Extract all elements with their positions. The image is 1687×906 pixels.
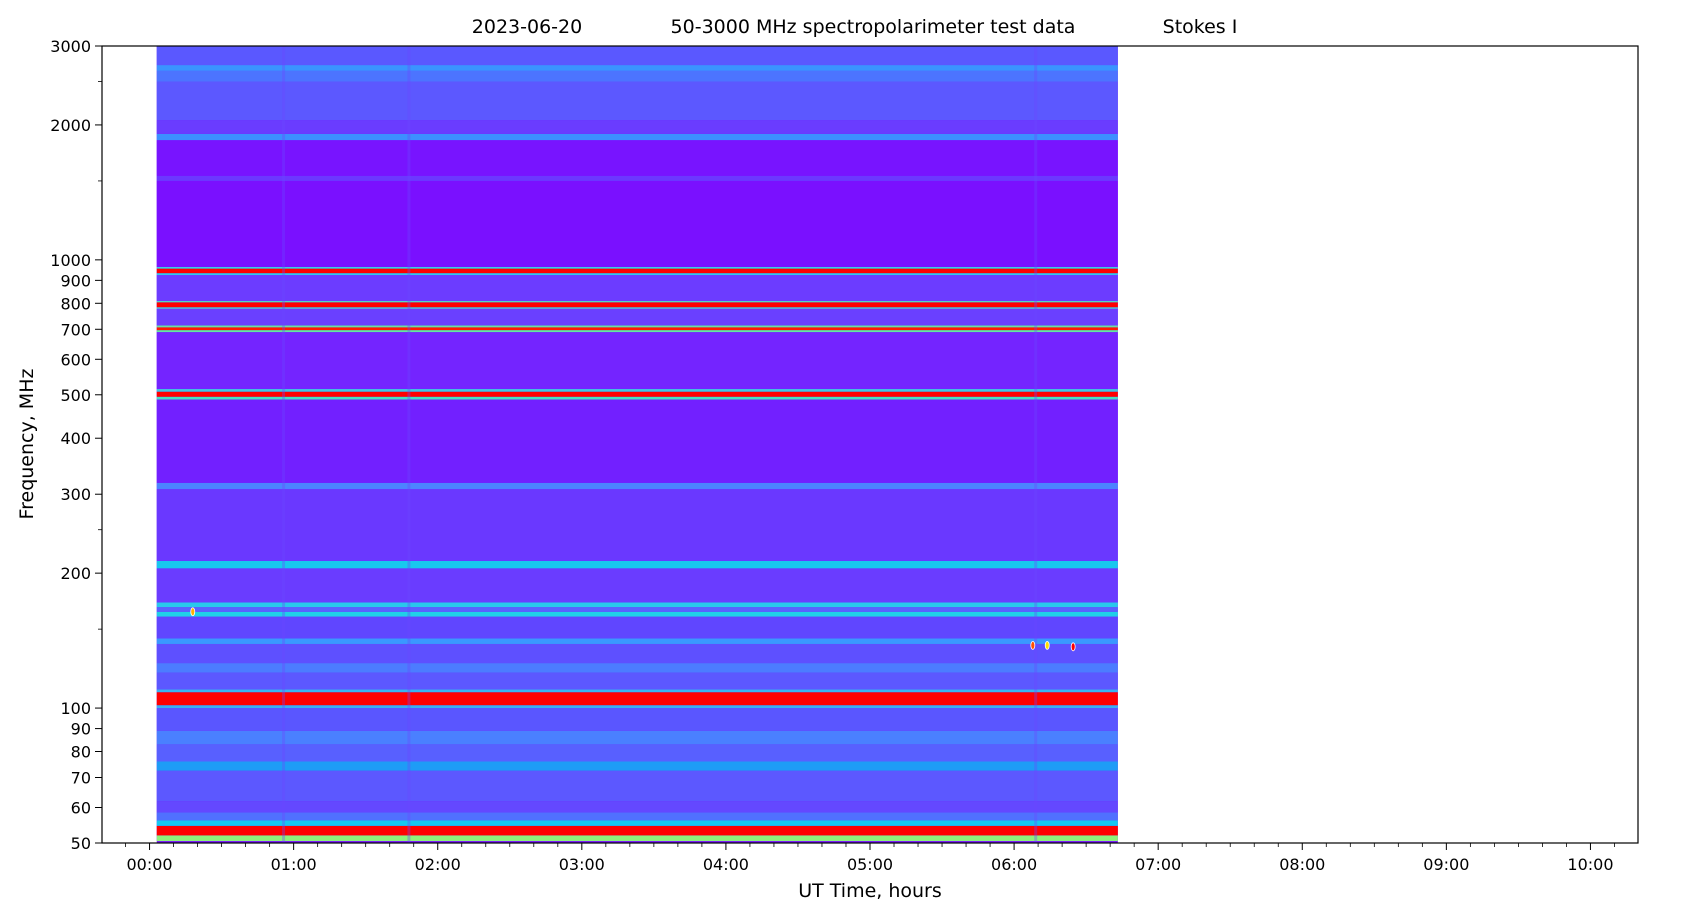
heatmap-band (156, 389, 1118, 392)
x-tick-label: 03:00 (559, 855, 605, 874)
plot-area (101, 45, 1639, 844)
x-tick-label: 02:00 (415, 855, 461, 874)
heatmap-band (156, 266, 1118, 269)
y-axis-label: Frequency, MHz (16, 369, 38, 520)
heatmap-band (156, 46, 1118, 66)
heatmap-band (156, 133, 1118, 141)
x-tick-label: 04:00 (703, 855, 749, 874)
heatmap-band (156, 180, 1118, 267)
y-tick-label: 400 (60, 429, 91, 448)
heatmap-hot-spot (1070, 642, 1076, 652)
y-tick-label: 60 (71, 799, 91, 818)
heatmap-band (156, 708, 1118, 731)
x-tick-label: 09:00 (1423, 855, 1469, 874)
heatmap-band (156, 325, 1118, 328)
x-tick-label: 10:00 (1567, 855, 1613, 874)
heatmap-band (156, 302, 1118, 308)
y-tick-label: 600 (60, 350, 91, 369)
heatmap-band (156, 607, 1118, 612)
x-axis-label: UT Time, hours (798, 880, 942, 902)
heatmap-band (156, 825, 1118, 836)
chart-title: 2023-06-20 50-3000 MHz spectropolarimete… (472, 16, 1238, 38)
heatmap-band (156, 638, 1118, 644)
heatmap-band (156, 175, 1118, 181)
heatmap-band (156, 568, 1118, 603)
y-tick-label: 300 (60, 485, 91, 504)
y-tick-label: 200 (60, 564, 91, 583)
heatmap-band (156, 140, 1118, 176)
heatmap-band (156, 327, 1118, 331)
x-tick-label: 06:00 (991, 855, 1037, 874)
y-tick-label: 500 (60, 386, 91, 405)
heatmap-band (156, 761, 1118, 771)
heatmap-hot-spot (1044, 640, 1050, 650)
heatmap-band (156, 643, 1118, 664)
heatmap-band (156, 307, 1118, 309)
heatmap-layer (156, 46, 1118, 843)
heatmap-band (156, 308, 1118, 326)
heatmap-hot-spot (1030, 640, 1036, 650)
x-tick-label: 05:00 (847, 855, 893, 874)
y-tick-label: 3000 (50, 37, 91, 56)
heatmap-band (156, 692, 1118, 706)
x-axis: 00:00 01:00 02:00 03:00 04:00 05:00 06:00 07:00… (125, 843, 1615, 874)
heatmap-hot-spot (190, 607, 196, 617)
heatmap-band (156, 273, 1118, 276)
heatmap-band (156, 275, 1118, 301)
y-tick-label: 70 (71, 769, 91, 788)
heatmap-band (156, 689, 1118, 693)
heatmap-time-stripe (407, 46, 411, 843)
heatmap-band (156, 835, 1118, 842)
heatmap-band (156, 611, 1118, 617)
heatmap-band (156, 730, 1118, 745)
title-description: 50-3000 MHz spectropolarimeter test data (671, 16, 1076, 38)
x-tick-label: 08:00 (1279, 855, 1325, 874)
heatmap-band (156, 705, 1118, 709)
heatmap-band (156, 663, 1118, 673)
y-tick-label: 50 (71, 834, 91, 853)
heatmap-band (156, 268, 1118, 274)
heatmap-band (156, 65, 1118, 71)
heatmap-band (156, 396, 1118, 400)
y-axis: 50 60 70 80 90 100 200 300 400 500 600 700 800 900100… (50, 37, 102, 853)
y-tick-label: 700 (60, 320, 91, 339)
heatmap-band (156, 602, 1118, 608)
heatmap-band (156, 616, 1118, 639)
x-tick-label: 00:00 (126, 855, 172, 874)
heatmap-band (156, 399, 1118, 483)
heatmap-band (156, 812, 1118, 821)
heatmap-band (156, 770, 1118, 802)
heatmap-band (156, 482, 1118, 490)
heatmap-band (156, 81, 1118, 121)
heatmap-band (156, 391, 1118, 397)
y-tick-label: 1000 (50, 251, 91, 270)
x-tick-label: 07:00 (1135, 855, 1181, 874)
heatmap-time-stripe (282, 46, 286, 843)
title-date: 2023-06-20 (472, 16, 582, 38)
heatmap-band (156, 300, 1118, 303)
heatmap-band (156, 820, 1118, 826)
heatmap-band (156, 120, 1118, 134)
y-tick-label: 900 (60, 271, 91, 290)
heatmap-band (156, 489, 1118, 561)
heatmap-band (156, 672, 1118, 690)
heatmap-band (156, 801, 1118, 813)
y-tick-label: 800 (60, 294, 91, 313)
y-tick-label: 100 (60, 699, 91, 718)
y-tick-label: 90 (71, 720, 91, 739)
y-tick-label: 2000 (50, 116, 91, 135)
heatmap-band (156, 744, 1118, 762)
x-tick-label: 01:00 (271, 855, 317, 874)
y-tick-label: 80 (71, 743, 91, 762)
heatmap-band (156, 332, 1118, 390)
heatmap-band (156, 560, 1118, 569)
heatmap-time-stripe (1034, 46, 1038, 843)
title-parameter: Stokes I (1163, 16, 1238, 38)
heatmap-band (156, 330, 1118, 333)
heatmap-band (156, 70, 1118, 82)
